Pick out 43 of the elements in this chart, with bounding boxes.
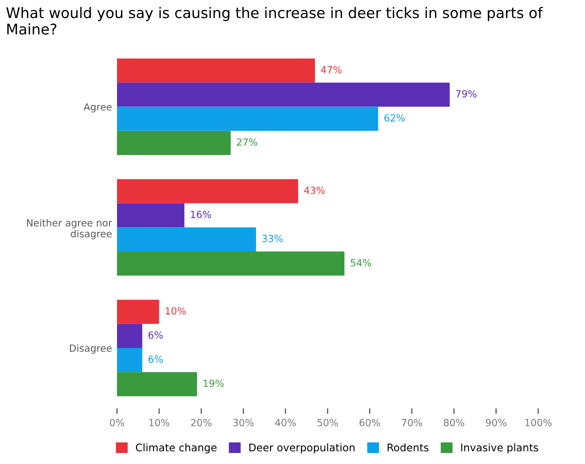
bar <box>117 227 256 252</box>
bar <box>117 82 450 107</box>
y-tick-label: Neither agree nor disagree <box>27 218 112 240</box>
data-label: 6% <box>148 331 163 339</box>
legend-label: Climate change <box>136 443 217 454</box>
data-label: 33% <box>262 234 283 242</box>
data-label: 47% <box>320 66 342 74</box>
bar <box>117 106 378 131</box>
x-tick-label: 50% <box>318 418 338 426</box>
bar <box>117 372 198 396</box>
x-tick-label: 20% <box>191 418 212 426</box>
bar <box>117 324 142 348</box>
bar <box>117 58 315 83</box>
x-tick-label: 40% <box>275 418 296 426</box>
x-tick-label: 10% <box>149 418 170 426</box>
y-tick-label: Agree <box>84 103 112 112</box>
bar <box>117 203 184 228</box>
legend-label: Deer overpopulation <box>249 443 355 454</box>
chart-title: What would you say is causing the increase in deer ticks in some parts of Maine? <box>6 6 543 35</box>
x-tick-label: 80% <box>444 418 464 426</box>
bar <box>117 130 231 155</box>
x-tick-label: 60% <box>360 418 380 426</box>
x-tick-label: 70% <box>402 418 422 426</box>
data-label: 43% <box>304 186 325 194</box>
data-label: 27% <box>236 138 258 146</box>
data-label: 19% <box>204 380 224 388</box>
x-tick-label: 100% <box>525 418 552 426</box>
legend-label: Invasive plants <box>461 443 538 454</box>
bar <box>117 348 142 372</box>
bar <box>117 179 298 204</box>
data-label: 6% <box>148 356 163 363</box>
data-label: 79% <box>456 90 476 98</box>
bar <box>117 300 160 324</box>
x-tick-label: 90% <box>486 418 506 426</box>
data-label: 10% <box>166 307 186 315</box>
data-label: 54% <box>350 259 372 266</box>
x-tick-label: 30% <box>233 418 254 426</box>
bar <box>117 251 344 276</box>
data-label: 16% <box>191 210 212 218</box>
legend-label: Rodents <box>388 443 428 452</box>
data-label: 62% <box>384 114 405 122</box>
x-tick-label: 0% <box>110 418 124 426</box>
y-tick-label: Disagree <box>70 344 112 354</box>
